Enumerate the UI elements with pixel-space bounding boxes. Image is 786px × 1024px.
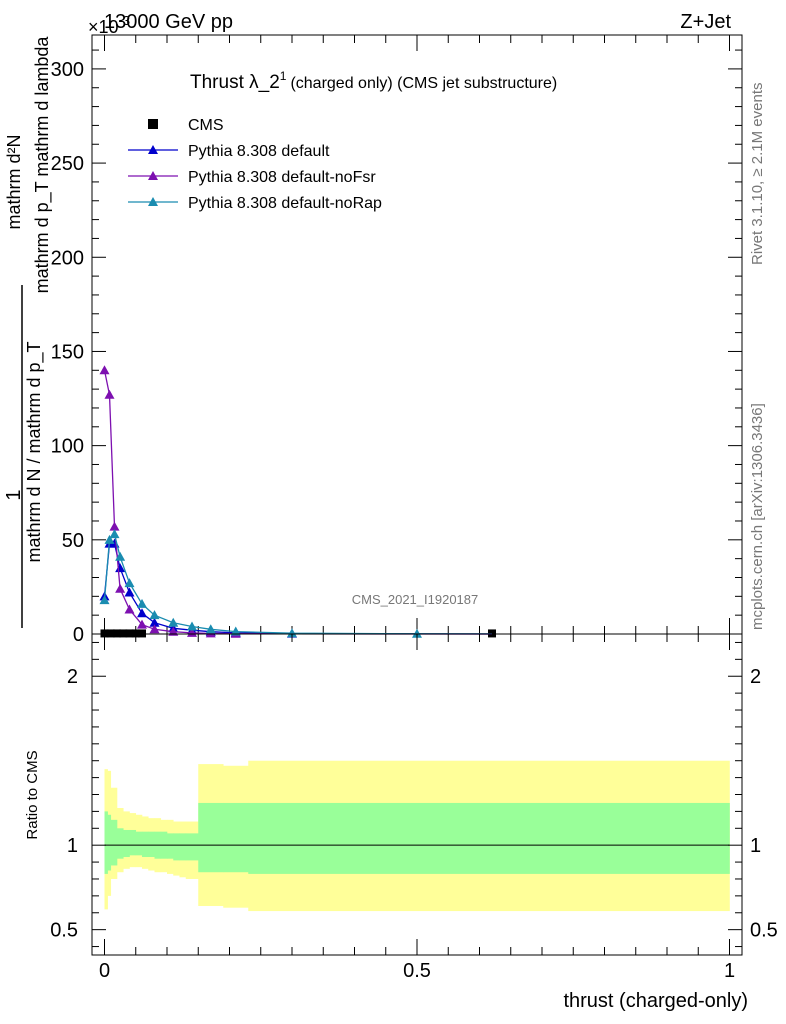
series-line [103, 532, 493, 635]
series-marker [168, 617, 179, 627]
legend-item: Pythia 8.308 default-noFsr [128, 169, 376, 186]
legend-marker [148, 171, 158, 180]
ratio-y-tick-label-right: 2 [750, 666, 761, 688]
x-tick-label: 0 [99, 960, 110, 982]
series-marker [149, 610, 160, 620]
cms-data-point [125, 629, 134, 638]
series-marker [109, 521, 120, 531]
analysis-watermark: CMS_2021_I1920187 [352, 592, 479, 607]
series-marker [124, 604, 135, 614]
series-marker [104, 534, 115, 544]
series-marker [115, 551, 126, 561]
series-marker [287, 628, 297, 638]
series-marker [137, 598, 147, 608]
ratio-band-inner-bin [107, 814, 112, 871]
ratio-band-inner-bin [167, 833, 174, 859]
y-tick-label: 200 [51, 247, 84, 269]
ratio-y-tick-label: 1 [67, 835, 78, 857]
series-marker [104, 389, 115, 399]
ratio-band-inner-bin [248, 802, 730, 874]
legend: CMS Pythia 8.308 default Pythia 8.308 defa… [128, 117, 382, 212]
ratio-band-inner-bin [104, 811, 108, 874]
main-y-label: 1 mathrm d N / mathrm d p_T mathrm d²N m… [3, 36, 53, 628]
header-right: Z+Jet [680, 11, 731, 33]
y-tick-label: 100 [51, 436, 84, 458]
y-tick-label: 50 [62, 530, 84, 552]
series-3 [99, 529, 493, 638]
series-marker [137, 619, 147, 629]
ratio-band-inner-bin [173, 833, 180, 861]
series-marker [115, 563, 126, 573]
ratio-band-inner-bin [185, 833, 199, 861]
legend-label: CMS [188, 117, 224, 134]
ylabel-numerator: mathrm d²N [4, 134, 24, 229]
series-1 [99, 538, 493, 638]
cms-data-point [106, 629, 115, 638]
ratio-band-inner-bin [110, 819, 118, 866]
ylabel-denominator: mathrm d p_T mathrm d lambda [32, 36, 53, 294]
ratio-band-inner-bin [117, 828, 124, 859]
series-marker [115, 583, 126, 593]
series-marker [99, 365, 110, 375]
ratio-band-inner-bin [135, 831, 143, 856]
y-tick-label: 150 [51, 341, 84, 363]
x-axis-label: thrust (charged-only) [563, 990, 748, 1012]
legend-marker [148, 197, 158, 206]
ratio-band-inner-bin [223, 802, 249, 873]
main-panel: 0 50 100 150 200 250 300 [51, 34, 743, 646]
ratio-panel: 0 0.5 1 0.5 0.5 1 1 2 2 [50, 633, 778, 982]
chart-title: Thrust λ_21 (charged only) (CMS jet subst… [190, 69, 557, 93]
legend-item: Pythia 8.308 default-noRap [128, 195, 382, 212]
series-marker [230, 626, 241, 636]
ylabel-prefix-denominator: mathrm d N / mathrm d p_T [24, 341, 45, 562]
legend-item: CMS [148, 117, 224, 134]
ratio-band-inner-bin [129, 829, 137, 856]
legend-label: Pythia 8.308 default-noFsr [188, 169, 376, 186]
ratio-band-inner-bin [142, 831, 149, 858]
series-marker [137, 608, 147, 618]
ratio-y-tick-label: 0.5 [50, 920, 78, 942]
series-marker [109, 529, 120, 539]
legend-label: Pythia 8.308 default-noRap [188, 195, 382, 212]
legend-marker [148, 119, 158, 129]
ratio-band-inner-bin [148, 831, 155, 858]
series-marker [187, 627, 197, 637]
cms-data-point [131, 629, 140, 638]
ylabel-prefix-numerator: 1 [3, 489, 25, 500]
ratio-y-tick-label-right: 0.5 [750, 920, 778, 942]
y-tick-label: 0 [73, 624, 84, 646]
ratio-y-label: Ratio to CMS [24, 750, 41, 839]
cms-data-point [119, 629, 128, 638]
ratio-band-inner-bin [198, 802, 224, 873]
series-marker [187, 621, 197, 631]
cms-data-point [113, 629, 121, 638]
ratio-y-tick-label-right: 1 [750, 835, 761, 857]
series-marker [124, 587, 135, 597]
series-marker [149, 617, 160, 627]
y-tick-label: 300 [51, 59, 84, 81]
series-marker [412, 628, 422, 638]
legend-item: Pythia 8.308 default [128, 143, 330, 160]
cms-data-point [138, 629, 146, 638]
series-marker [205, 624, 216, 634]
series-marker [124, 578, 135, 588]
ratio-band-inner-bin [179, 833, 187, 861]
header-left: 13000 GeV pp [104, 11, 233, 33]
series-marker [168, 626, 179, 636]
cms-data-point [100, 629, 109, 638]
ratio-y-tick-label: 2 [67, 666, 78, 688]
y-tick-label: 250 [51, 153, 84, 175]
x-tick-label: 0.5 [403, 960, 431, 982]
axis-exponent: ×10-3 [88, 13, 130, 37]
x-tick-label: 1 [724, 960, 735, 982]
rivet-label: Rivet 3.1.10, ≥ 2.1M events [749, 83, 766, 266]
legend-label: Pythia 8.308 default [188, 143, 330, 160]
series-line [103, 542, 493, 635]
ratio-band-inner-bin [123, 829, 130, 858]
legend-marker [148, 145, 158, 154]
series-marker [149, 624, 160, 634]
series-marker [99, 595, 110, 605]
mcplots-label: mcplots.cern.ch [arXiv:1306.3436] [749, 403, 766, 630]
